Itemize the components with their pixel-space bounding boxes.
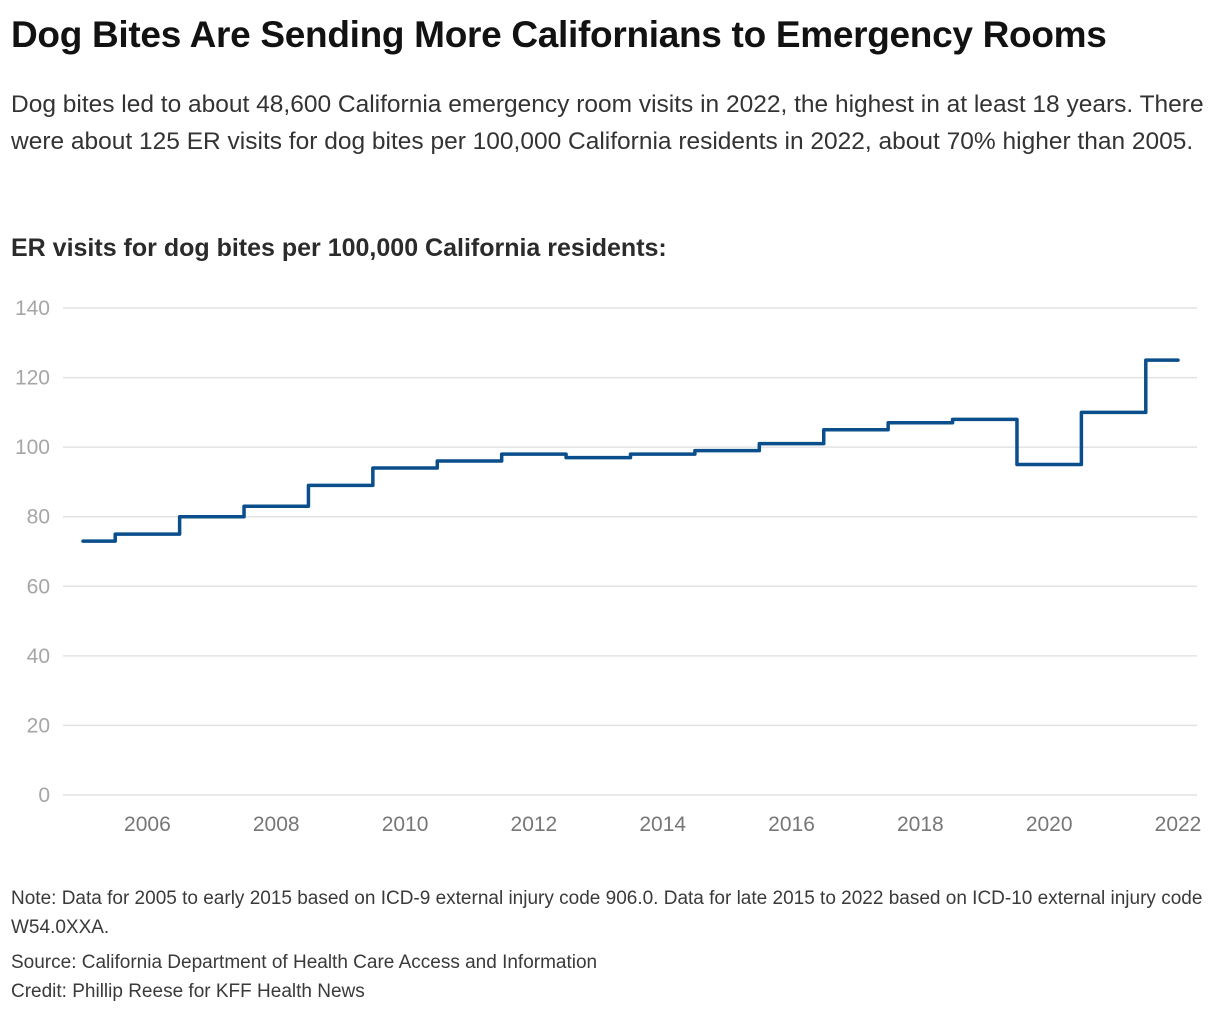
- y-tick-label: 40: [27, 645, 50, 668]
- note-text: Note: Data for 2005 to early 2015 based …: [11, 888, 1203, 938]
- source-text: Source: California Department of Health …: [11, 952, 598, 973]
- chart-description: Dog bites led to about 48,600 California…: [11, 91, 1204, 155]
- y-tick-label: 100: [15, 436, 50, 459]
- chart-title: ER visits for dog bites per 100,000 Cali…: [11, 234, 667, 262]
- series-layer: [81, 358, 1180, 543]
- x-tick-label: 2008: [253, 813, 300, 836]
- gridlines: [63, 307, 1197, 796]
- credit-text: Credit: Phillip Reese for KFF Health New…: [11, 981, 365, 1002]
- y-tick-label: 80: [27, 506, 50, 529]
- x-tick-label: 2014: [639, 813, 686, 836]
- x-tick-label: 2016: [768, 813, 815, 836]
- x-tick-label: 2020: [1026, 813, 1073, 836]
- x-tick-label: 2022: [1155, 813, 1202, 836]
- y-tick-label: 60: [27, 575, 50, 598]
- y-tick-label: 0: [38, 784, 50, 807]
- x-tick-label: 2006: [124, 813, 171, 836]
- series-line: [81, 358, 1180, 543]
- chart-headline: Dog Bites Are Sending More Californians …: [11, 14, 1107, 55]
- y-axis-ticks: 0 20 40 60 80 100 120 140: [15, 297, 50, 807]
- x-tick-label: 2018: [897, 813, 944, 836]
- y-tick-label: 140: [15, 297, 50, 320]
- y-tick-label: 20: [27, 714, 50, 737]
- x-axis-ticks: 2006 2008 2010 2012 2014 2016 2018 2020 2022: [124, 813, 1201, 836]
- x-tick-label: 2010: [382, 813, 429, 836]
- y-tick-label: 120: [15, 367, 50, 390]
- x-tick-label: 2012: [511, 813, 558, 836]
- chart-footer: Note: Data for 2005 to early 2015 based …: [11, 884, 1211, 1006]
